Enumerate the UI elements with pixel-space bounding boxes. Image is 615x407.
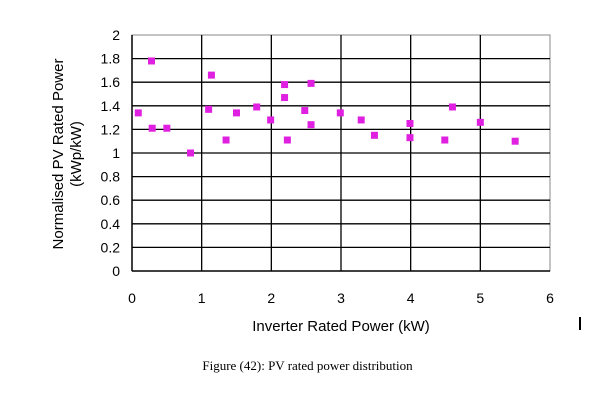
data-point bbox=[205, 105, 213, 113]
data-point bbox=[307, 121, 315, 129]
y-tick-label: 0.8 bbox=[101, 169, 121, 185]
data-point bbox=[233, 109, 240, 117]
data-point bbox=[207, 71, 215, 79]
data-point bbox=[187, 149, 195, 157]
x-axis-label: Inverter Rated Power (kW) bbox=[252, 318, 430, 335]
y-tick-label: 1 bbox=[112, 145, 120, 161]
y-tick-label: 1.2 bbox=[101, 121, 121, 137]
y-tick-label: 1.8 bbox=[101, 51, 121, 67]
data-point bbox=[148, 124, 156, 132]
x-tick-label: 3 bbox=[337, 290, 345, 306]
y-tick-label: 2 bbox=[112, 27, 120, 43]
data-point bbox=[511, 137, 519, 145]
data-point bbox=[307, 79, 315, 87]
data-point bbox=[253, 103, 261, 111]
figure-caption: Figure (42): PV rated power distribution bbox=[202, 358, 413, 373]
data-point bbox=[476, 118, 484, 126]
data-point bbox=[148, 57, 156, 65]
data-point bbox=[406, 120, 414, 127]
data-point bbox=[281, 81, 289, 89]
x-tick-label: 0 bbox=[128, 290, 136, 306]
data-point bbox=[163, 124, 171, 132]
x-tick-label: 6 bbox=[546, 290, 554, 306]
x-tick-label: 2 bbox=[267, 290, 275, 306]
data-point bbox=[370, 131, 378, 139]
data-point bbox=[283, 136, 291, 144]
y-tick-label: 0.4 bbox=[101, 216, 121, 232]
y-tick-label: 0.2 bbox=[101, 239, 121, 255]
data-point bbox=[448, 103, 456, 111]
data-point bbox=[267, 116, 275, 124]
x-tick-label: 5 bbox=[476, 290, 484, 306]
data-point bbox=[281, 94, 289, 102]
y-tick-label: 0.6 bbox=[101, 192, 121, 208]
y-tick-label: 1.4 bbox=[101, 98, 121, 114]
x-tick-label: 4 bbox=[407, 290, 415, 306]
y-tick-label: 0 bbox=[112, 263, 120, 279]
data-point bbox=[301, 107, 309, 115]
x-tick-label: 1 bbox=[198, 290, 206, 306]
data-point bbox=[441, 136, 449, 144]
data-point bbox=[406, 134, 414, 142]
y-tick-label: 1.6 bbox=[101, 74, 121, 90]
y-axis-label-line1: Normalised PV Rated Power bbox=[50, 59, 67, 250]
text-cursor bbox=[579, 317, 581, 330]
data-point bbox=[336, 109, 344, 117]
data-point bbox=[222, 136, 230, 144]
data-point bbox=[357, 116, 365, 124]
data-point bbox=[134, 109, 142, 117]
y-axis-label-line2: (kWp/kW) bbox=[68, 121, 85, 187]
